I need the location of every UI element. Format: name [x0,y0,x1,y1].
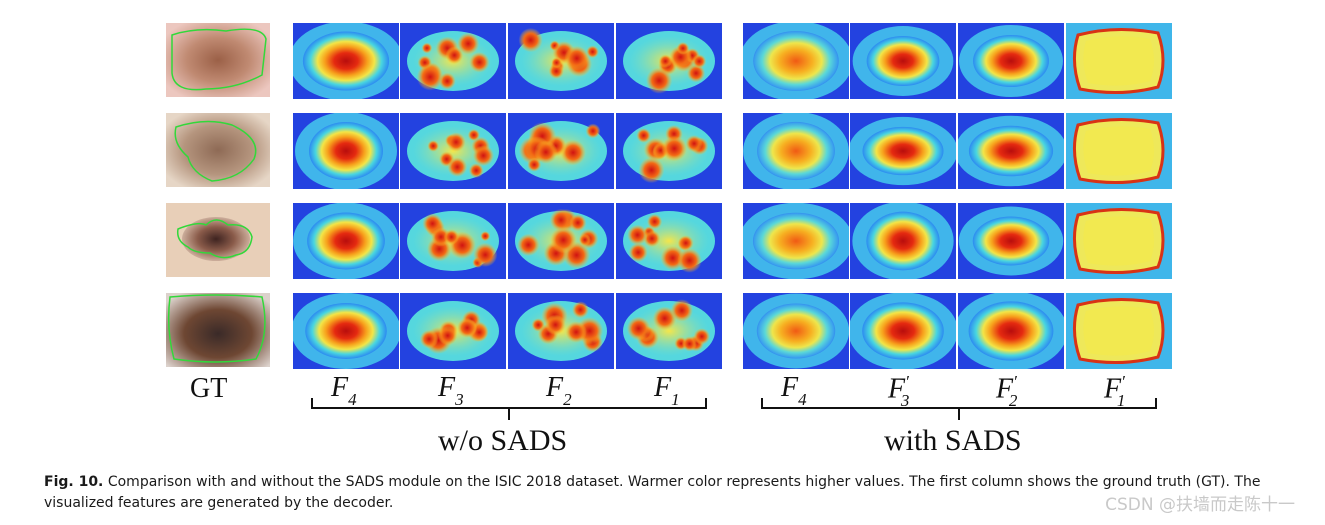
heatmap-with-sads-r3-c1 [743,203,849,279]
heatmap-with-sads-r2-c4 [1066,113,1172,189]
figure-number: Fig. 10. [44,474,104,490]
group-label-without-sads: w/o SADS [438,424,568,457]
heatmap-without-sads-r2-c3 [508,113,614,189]
caption-text: Comparison with and without the SADS mod… [44,474,1261,511]
with-sads-column-label-subscript: 4 [798,389,807,409]
with-sads-column-label-prime: ′ [1121,372,1125,391]
heatmap-with-sads-r3-c3 [958,203,1064,279]
heatmap-without-sads-r3-c1 [293,203,399,279]
without-sads-column-label-1: F4 [331,372,357,409]
figure-caption: Fig. 10. Comparison with and without the… [44,472,1289,514]
with-sads-column-label-base: F [781,372,799,403]
with-sads-column-label-prime: ′ [1013,372,1017,391]
heatmap-with-sads-r2-c1 [743,113,849,189]
heatmap-with-sads-r4-c1 [743,293,849,369]
without-sads-column-label-4: F1 [654,372,680,409]
heatmap-without-sads-r3-c3 [508,203,614,279]
figure: GT F4 F3 F2 F1 F4 F′3 F′2 F′1 w/o SADS with SA… [166,23,1172,457]
brace-without-sads [311,398,707,420]
heatmap-with-sads-r1-c3 [958,23,1064,99]
without-sads-column-label-base: F [331,372,349,403]
gt-label: GT [190,373,228,404]
group-label-with-sads: with SADS [884,424,1022,457]
with-sads-column-label-2: F′3 [888,372,910,410]
without-sads-column-label-subscript: 3 [455,389,464,409]
without-sads-column-label-3: F2 [546,372,572,409]
with-sads-column-label-base: F [1104,373,1122,405]
heatmap-without-sads-r3-c4 [616,203,722,279]
heatmap-without-sads-r2-c4 [616,113,722,189]
heatmap-with-sads-r3-c4 [1066,203,1172,279]
heatmap-with-sads-r1-c1 [743,23,849,99]
heatmap-without-sads-r2-c1 [293,113,399,189]
gt-image-row-3 [166,203,270,277]
heatmap-with-sads-r1-c4 [1066,23,1172,99]
heatmap-with-sads-r3-c2 [850,203,956,279]
heatmap-without-sads-r4-c2 [400,293,506,369]
without-sads-column-label-base: F [438,372,456,403]
gt-image-row-1 [166,23,270,97]
without-sads-column-label-subscript: 4 [348,389,357,409]
heatmap-with-sads-r4-c3 [958,293,1064,369]
without-sads-column-label-subscript: 2 [563,389,572,409]
with-sads-column-label-base: F [888,373,906,405]
heatmap-without-sads-r1-c4 [616,23,722,99]
with-sads-column-label-subscript: 1 [1116,390,1126,410]
heatmap-with-sads-r4-c4 [1066,293,1172,369]
heatmap-without-sads-r3-c2 [400,203,506,279]
with-sads-column-label-subscript: 2 [1008,390,1018,410]
heatmap-without-sads-r1-c2 [400,23,506,99]
with-sads-column-label-3: F′2 [996,372,1018,410]
heatmap-without-sads-r1-c1 [293,23,399,99]
heatmap-with-sads-r2-c3 [958,113,1064,189]
without-sads-column-label-subscript: 1 [671,389,680,409]
without-sads-column-label-base: F [546,372,564,403]
heatmap-without-sads-r1-c3 [508,23,614,99]
without-sads-column-label-base: F [654,372,672,403]
brace-with-sads [761,398,1157,420]
without-sads-column-label-2: F3 [438,372,464,409]
heatmap-without-sads-r4-c3 [508,293,614,369]
with-sads-column-label-1: F4 [781,372,807,409]
heatmap-without-sads-r2-c2 [400,113,506,189]
heatmap-with-sads-r2-c2 [850,113,956,189]
heatmap-with-sads-r1-c2 [850,23,956,99]
watermark: CSDN @扶墙而走陈十一 [1105,495,1295,515]
with-sads-column-label-prime: ′ [905,372,909,391]
gt-image-row-2 [166,113,270,187]
with-sads-column-label-4: F′1 [1104,372,1126,410]
gt-image-row-4 [166,293,270,367]
heatmap-without-sads-r4-c4 [616,293,722,369]
with-sads-column-label-base: F [996,373,1014,405]
heatmap-with-sads-r4-c2 [850,293,956,369]
with-sads-column-label-subscript: 3 [900,390,910,410]
heatmap-without-sads-r4-c1 [293,293,399,369]
